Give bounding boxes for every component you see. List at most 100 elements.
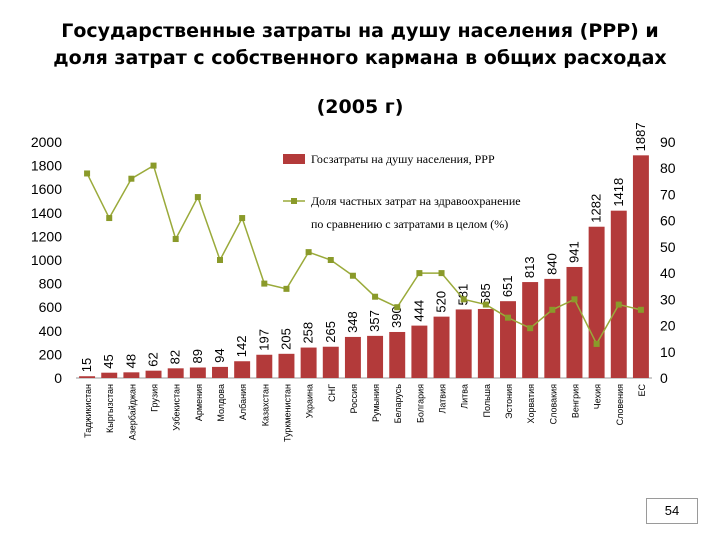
bar <box>234 361 251 378</box>
bar <box>433 316 450 378</box>
category-label: Грузия <box>150 384 160 412</box>
line-marker <box>128 175 135 182</box>
category-label: Кыргызстан <box>105 384 115 433</box>
line-marker <box>217 257 223 263</box>
bar <box>145 370 162 378</box>
bar <box>632 155 649 378</box>
y-left-tick-label: 1200 <box>31 228 62 244</box>
bar-value-label: 197 <box>256 329 271 351</box>
y-right-tick-label: 50 <box>660 239 676 255</box>
bar <box>278 353 295 378</box>
category-label: Эстония <box>504 384 514 419</box>
y-right-tick-label: 40 <box>660 265 676 281</box>
category-label: СНГ <box>327 384 337 402</box>
page-number: 54 <box>646 498 698 524</box>
bar <box>588 226 605 378</box>
y-left-tick-label: 1000 <box>31 252 62 268</box>
bar-value-label: 585 <box>478 283 493 305</box>
bar-value-label: 348 <box>345 311 360 333</box>
y-left-tick-label: 800 <box>39 276 63 292</box>
y-right-tick-label: 10 <box>660 344 676 360</box>
line-marker <box>460 296 467 303</box>
line-marker <box>527 325 534 332</box>
category-label: Словакия <box>548 384 558 425</box>
category-label: Таджикистан <box>83 384 93 438</box>
bar <box>300 347 317 378</box>
bar <box>455 309 472 378</box>
chart-subtitle: (2005 г) <box>316 96 404 118</box>
bar <box>212 366 228 378</box>
y-right-tick-label: 0 <box>660 370 668 386</box>
bar-value-label: 94 <box>212 348 227 362</box>
category-label: Словения <box>615 384 625 426</box>
line-marker <box>593 340 600 347</box>
line-marker <box>327 257 334 263</box>
bar <box>167 368 184 378</box>
line-marker <box>394 304 401 311</box>
bar-value-label: 45 <box>101 354 116 368</box>
category-label: Казахстан <box>260 384 270 426</box>
bar-value-label: 357 <box>367 310 382 332</box>
line-marker <box>416 270 423 277</box>
legend-bar-swatch <box>283 154 305 164</box>
line-marker <box>549 306 556 313</box>
y-left-tick-label: 1400 <box>31 205 62 221</box>
bar-value-label: 205 <box>278 328 293 350</box>
category-label: Чехия <box>593 384 603 409</box>
bar <box>79 376 96 378</box>
line-marker <box>637 306 644 313</box>
line-marker <box>261 280 268 287</box>
title-line-1: Государственные затраты на душу населени… <box>61 20 659 42</box>
bar <box>389 331 406 378</box>
bar-value-label: 265 <box>323 321 338 343</box>
line-marker <box>571 296 578 303</box>
bar <box>256 354 273 378</box>
legend-line-marker <box>291 198 297 204</box>
bar <box>101 372 118 378</box>
bar-value-label: 1887 <box>633 122 648 151</box>
bar-value-label: 142 <box>234 336 249 358</box>
y-left-tick-label: 1600 <box>31 181 62 197</box>
bar-value-label: 48 <box>123 354 138 368</box>
line-marker <box>106 215 113 222</box>
bar-value-label: 813 <box>522 256 537 278</box>
line-marker <box>172 236 179 243</box>
line-marker <box>305 249 312 256</box>
bar-value-label: 258 <box>301 322 316 344</box>
bar <box>367 335 384 378</box>
bar-value-label: 520 <box>434 291 449 313</box>
bar-value-label: 82 <box>168 350 183 364</box>
y-left-tick-label: 1800 <box>31 158 62 174</box>
line-marker <box>150 162 157 169</box>
y-left-tick-label: 600 <box>39 299 63 315</box>
legend-bar-label: Госзатраты на душу населения, PPP <box>311 152 495 166</box>
line-marker <box>615 301 622 308</box>
line-marker <box>349 272 356 279</box>
y-right-tick-label: 30 <box>660 291 676 307</box>
y-left-tick-label: 400 <box>39 323 63 339</box>
bar <box>544 278 561 378</box>
category-label: Болгария <box>415 384 425 423</box>
category-label: Украина <box>305 384 315 418</box>
line-series-private-share <box>86 164 642 346</box>
y-right-tick-label: 20 <box>660 318 676 334</box>
y-right-tick-label: 60 <box>660 213 676 229</box>
y-right-tick-label: 90 <box>660 134 676 150</box>
category-label: Румыния <box>371 384 381 422</box>
category-label: Беларусь <box>393 384 403 424</box>
bar-value-label: 941 <box>566 241 581 263</box>
bar-value-label: 62 <box>146 352 161 366</box>
chart-title: Государственные затраты на душу населени… <box>0 18 720 72</box>
title-line-2: доля затрат с собственного кармана в общ… <box>53 47 667 69</box>
line-marker <box>194 194 201 201</box>
bar <box>123 372 140 378</box>
y-right-tick-label: 70 <box>660 186 676 202</box>
bar-value-label: 15 <box>79 358 94 372</box>
bar <box>477 308 494 378</box>
bar <box>411 325 428 378</box>
category-label: Молдова <box>216 384 226 422</box>
legend-line-label-2: по сравнению с затратами в целом (%) <box>311 217 508 231</box>
y-left-tick-label: 0 <box>54 370 62 386</box>
bar-value-label: 89 <box>190 349 205 363</box>
